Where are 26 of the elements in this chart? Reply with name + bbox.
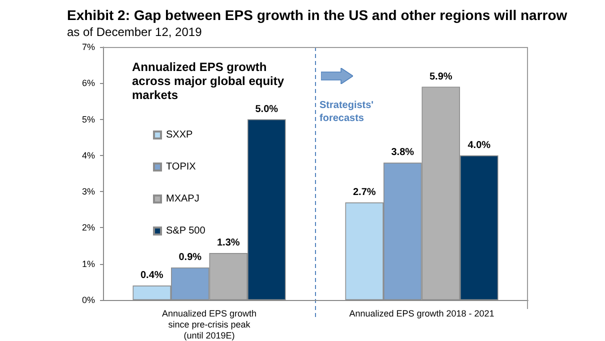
data-label: 0.4% [140, 270, 164, 282]
y-tick-label: 7% [82, 42, 95, 52]
data-label: 2.7% [352, 186, 376, 198]
y-tick-label: 4% [82, 150, 95, 160]
x-tick-label: Annualized EPS growth 2018 - 2021 [349, 308, 494, 318]
data-label: 5.0% [255, 104, 278, 115]
y-tick-label: 6% [82, 78, 95, 88]
x-tick-label: Annualized EPS growth since pre-crisis peak (until 2019E) [162, 308, 257, 340]
y-tick-label: 1% [82, 258, 95, 269]
legend-label: MXAPJ [166, 194, 200, 204]
data-label: 0.9% [178, 252, 202, 263]
data-label: 1.3% [216, 238, 240, 249]
y-tick-label: 3% [82, 186, 95, 197]
legend-label: TOPIX [166, 162, 196, 172]
chart-title: Exhibit 2: Gap between EPS growth in the US and other regions will narrow [67, 7, 568, 23]
y-tick-label: 0% [82, 295, 95, 305]
legend-label: S&P 500 [166, 226, 206, 236]
chart-subtitle: as of December 12, 2019 [67, 25, 202, 39]
annotation: Annualized EPS growth across major global equity markets [132, 60, 284, 102]
legend-label: SXXP [166, 130, 194, 140]
y-tick-label: 2% [82, 222, 95, 233]
y-tick-label: 5% [82, 114, 95, 124]
data-label: 4.0% [468, 140, 491, 151]
data-label: 3.8% [391, 147, 414, 158]
ref-line-label: Strategists' forecasts [320, 100, 374, 124]
data-label: 5.9% [429, 71, 452, 82]
